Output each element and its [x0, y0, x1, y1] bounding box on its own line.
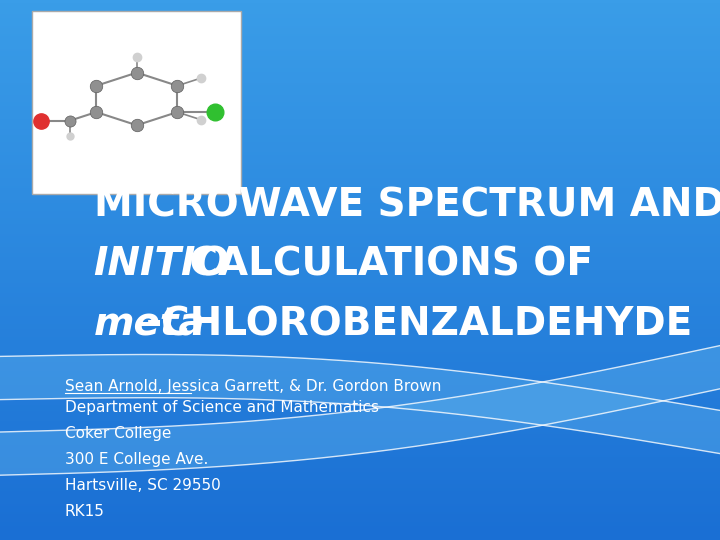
- Text: 300 E College Ave.: 300 E College Ave.: [65, 452, 208, 467]
- Text: Sean Arnold, Jessica Garrett, & Dr. Gordon Brown: Sean Arnold, Jessica Garrett, & Dr. Gord…: [65, 379, 441, 394]
- Polygon shape: [0, 346, 720, 475]
- Polygon shape: [0, 354, 720, 454]
- FancyBboxPatch shape: [32, 11, 241, 194]
- Text: Department of Science and Mathematics: Department of Science and Mathematics: [65, 400, 379, 415]
- Text: Hartsville, SC 29550: Hartsville, SC 29550: [65, 478, 220, 493]
- Text: MICROWAVE SPECTRUM AND AB: MICROWAVE SPECTRUM AND AB: [94, 186, 720, 224]
- Text: INITIO: INITIO: [94, 246, 229, 284]
- Text: CALCULATIONS OF: CALCULATIONS OF: [176, 246, 593, 284]
- Text: RK15: RK15: [65, 504, 104, 519]
- Text: Coker College: Coker College: [65, 426, 171, 441]
- Text: -CHLOROBENZALDEHYDE: -CHLOROBENZALDEHYDE: [145, 305, 693, 343]
- Text: meta: meta: [94, 305, 205, 343]
